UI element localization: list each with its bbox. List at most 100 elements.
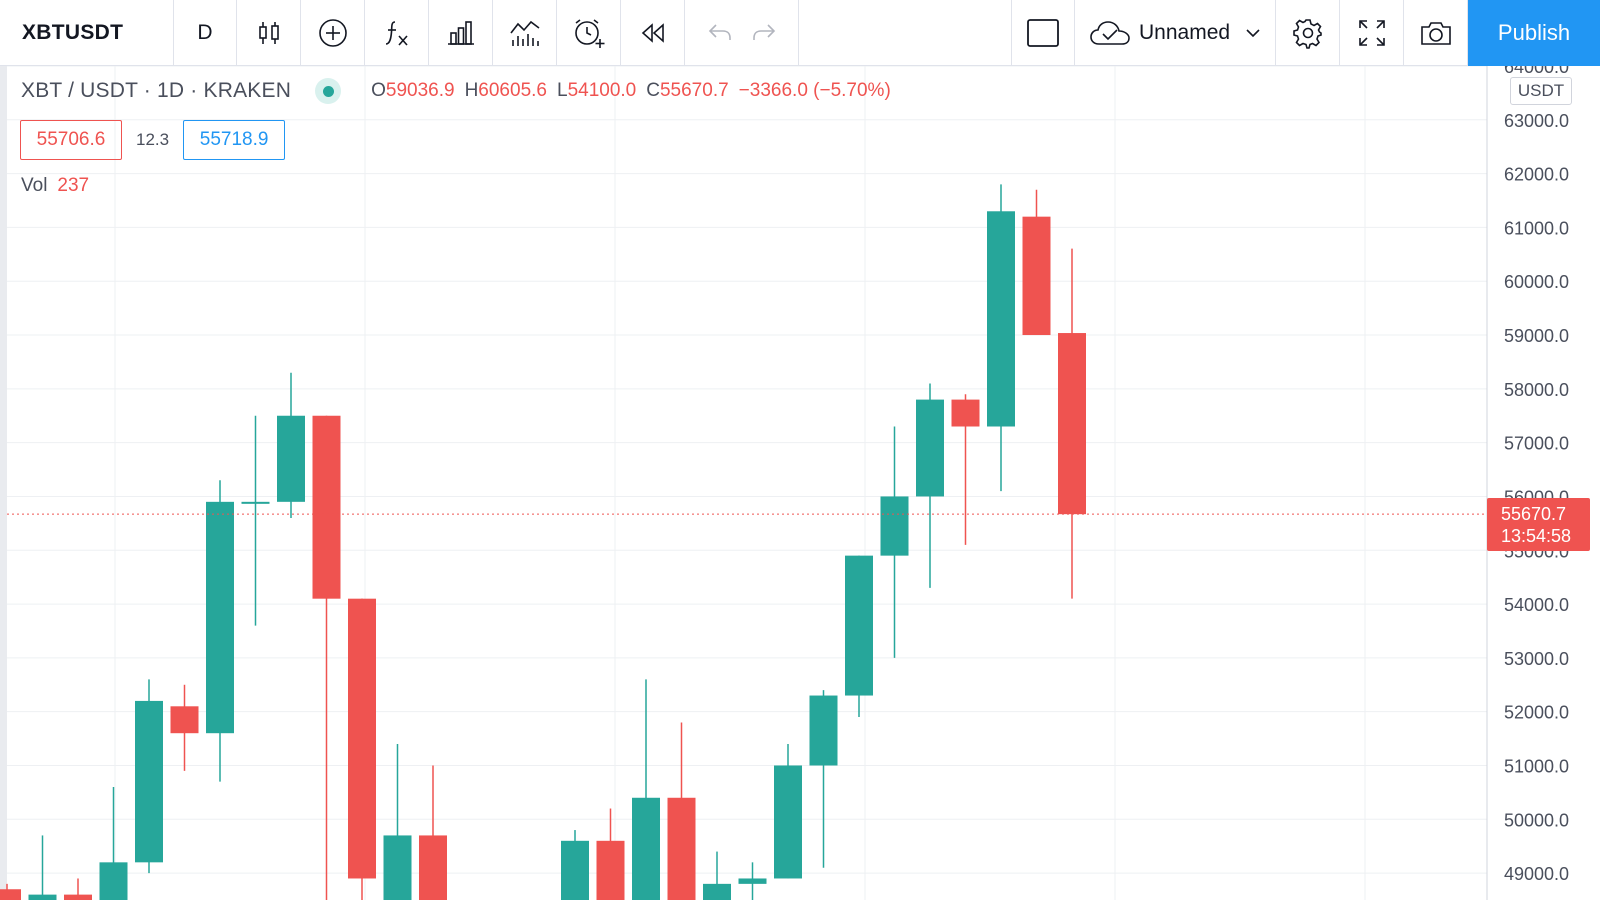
- volume-value: 237: [57, 175, 90, 196]
- currency-badge[interactable]: USDT: [1510, 77, 1572, 105]
- alert-button[interactable]: [557, 0, 621, 66]
- candle-body: [170, 706, 199, 734]
- candle-body: [99, 862, 128, 900]
- candle-body: [667, 797, 696, 900]
- candle-body: [1022, 216, 1051, 336]
- price-tick-label: 58000.0: [1504, 380, 1569, 400]
- price-tick-label: 64000.0: [1504, 66, 1569, 77]
- candle-body: [419, 835, 447, 900]
- publish-button[interactable]: Publish: [1468, 0, 1600, 66]
- candle-body: [916, 399, 944, 497]
- candle-body: [1058, 333, 1086, 515]
- symbol-label: XBTUSDT: [22, 21, 124, 44]
- fullscreen-icon: [1358, 20, 1385, 46]
- candle-body: [596, 840, 625, 900]
- close-key: C: [646, 80, 660, 101]
- candle-body: [312, 415, 341, 599]
- undo-icon[interactable]: [707, 22, 733, 44]
- market-status-indicator[interactable]: [315, 78, 342, 104]
- templates-icon: [509, 20, 539, 46]
- buy-price-button[interactable]: 55718.9: [183, 120, 286, 160]
- toolbar-spacer: [799, 0, 1012, 65]
- candle-body: [632, 797, 660, 900]
- layout-button[interactable]: [1012, 0, 1075, 66]
- symbol-title[interactable]: XBT / USDT · 1D · KRAKEN: [21, 79, 292, 102]
- candle-body: [135, 700, 163, 863]
- change-value: −3366.0 (−5.70%): [738, 80, 891, 101]
- chevron-down-icon: [1246, 29, 1260, 38]
- symbol-search-button[interactable]: XBTUSDT: [0, 0, 174, 66]
- close-value: 55670.7: [659, 80, 729, 101]
- redo-icon[interactable]: [751, 22, 777, 44]
- left-drawing-panel-edge: [0, 66, 7, 900]
- price-tick-label: 51000.0: [1504, 756, 1569, 776]
- last-price-label: 55670.7 13:54:58: [1487, 498, 1590, 551]
- replay-button[interactable]: [621, 0, 685, 66]
- candle-body: [880, 496, 909, 556]
- price-tick-label: 62000.0: [1504, 165, 1569, 185]
- layout-save-button[interactable]: Unnamed: [1075, 0, 1276, 66]
- layout-icon: [1027, 19, 1059, 47]
- open-key: O: [371, 80, 386, 101]
- high-value: 60605.6: [478, 80, 547, 101]
- price-tick-label: 50000.0: [1504, 810, 1569, 830]
- high-key: H: [464, 80, 479, 101]
- publish-label: Publish: [1497, 20, 1571, 45]
- candle-body: [951, 399, 980, 427]
- candle-body: [277, 415, 305, 502]
- price-tick-label: 49000.0: [1504, 864, 1569, 884]
- price-tick-label: 59000.0: [1504, 326, 1569, 346]
- price-tick-label: 54000.0: [1504, 595, 1569, 615]
- bid-ask-row: 55706.6 12.3 55718.9: [20, 120, 286, 160]
- indicators-icon: [385, 21, 408, 46]
- price-tick-label: 61000.0: [1504, 218, 1569, 238]
- add-compare-icon: [318, 19, 347, 47]
- low-key: L: [556, 80, 568, 101]
- price-tick-label: 60000.0: [1504, 272, 1569, 292]
- chart-type-button[interactable]: [237, 0, 301, 66]
- interval-label: D: [197, 21, 213, 44]
- cloud-icon: [1090, 21, 1130, 45]
- spread-value: 12.3: [136, 130, 170, 149]
- series-legend: XBT / USDT · 1D · KRAKEN O59036.9 H60605…: [21, 78, 891, 104]
- templates-button[interactable]: [493, 0, 557, 66]
- price-tick-label: 57000.0: [1504, 434, 1569, 454]
- settings-icon: [1292, 19, 1322, 49]
- candle-body: [0, 889, 21, 900]
- undo-redo-group: [685, 0, 799, 66]
- candle-body: [774, 765, 802, 879]
- layout-name: Unnamed: [1139, 21, 1231, 44]
- candle-body: [561, 840, 589, 900]
- candle-body: [703, 883, 731, 900]
- candle-body: [64, 894, 92, 900]
- candle-body: [738, 878, 767, 884]
- top-toolbar: XBTUSDT D: [0, 0, 1600, 66]
- sell-price-button[interactable]: 55706.6: [20, 120, 122, 160]
- settings-button[interactable]: [1276, 0, 1340, 66]
- compare-button[interactable]: [301, 0, 365, 66]
- candle-body: [987, 211, 1015, 427]
- price-chart[interactable]: 49000.0 50000.0 51000.0 52000.0 53000.0 54000…: [0, 66, 1600, 900]
- candle-body: [809, 695, 838, 766]
- camera-icon: [1420, 22, 1451, 45]
- candle-body: [206, 501, 234, 734]
- last-price-value: 55670.7: [1501, 504, 1567, 524]
- low-value: 54100.0: [567, 80, 637, 101]
- candle-body: [383, 835, 412, 900]
- price-tick-label: 53000.0: [1504, 649, 1569, 669]
- financials-button[interactable]: [429, 0, 493, 66]
- candle-body: [845, 555, 873, 696]
- bar-countdown: 13:54:58: [1501, 526, 1572, 546]
- snapshot-button[interactable]: [1404, 0, 1468, 66]
- indicators-button[interactable]: [365, 0, 429, 66]
- interval-button[interactable]: D: [174, 0, 237, 66]
- fullscreen-button[interactable]: [1340, 0, 1404, 66]
- ohlc-values: O59036.9 H60605.6 L54100.0 C55670.7 −336…: [371, 80, 891, 102]
- price-tick-label: 52000.0: [1504, 703, 1569, 723]
- candle-body: [28, 894, 57, 900]
- bar-chart-icon: [447, 21, 474, 45]
- candles-icon: [258, 22, 279, 44]
- market-open-dot: [322, 85, 334, 97]
- open-value: 59036.9: [385, 80, 455, 101]
- volume-label: Vol: [21, 175, 48, 196]
